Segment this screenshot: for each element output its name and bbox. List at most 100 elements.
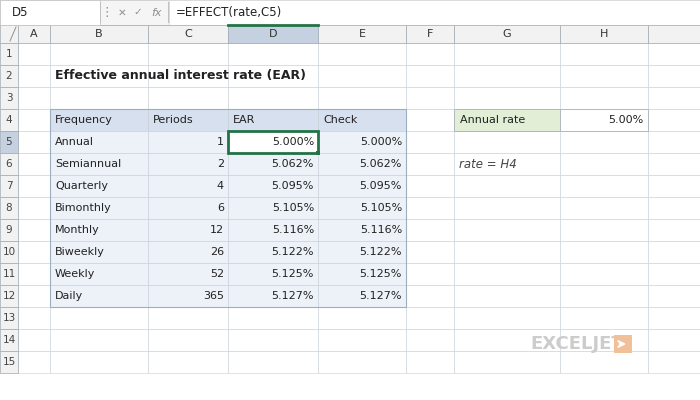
Bar [560,307,648,329]
Bar [18,87,50,109]
Bar [228,219,318,241]
Text: 5.062%: 5.062% [360,159,402,169]
Text: ✓: ✓ [134,8,142,18]
Text: 5.000%: 5.000% [272,137,314,147]
Text: F: F [427,29,433,39]
Bar [148,329,228,351]
Text: 14: 14 [2,335,15,345]
Bar [50,219,148,241]
Bar [228,351,318,373]
Bar [318,197,406,219]
Text: 5.122%: 5.122% [360,247,402,257]
Bar [148,307,228,329]
Bar [228,263,318,285]
Text: 10: 10 [2,247,15,257]
Bar [228,307,318,329]
Bar [0,351,18,373]
Bar [318,25,406,43]
Bar [560,241,648,263]
Bar [406,285,454,307]
Text: rate = H4: rate = H4 [459,158,517,170]
Bar [318,307,406,329]
Text: Annual rate: Annual rate [460,115,525,125]
Bar [18,153,50,175]
Bar [50,25,148,43]
Bar [228,65,318,87]
Bar [18,65,50,87]
Text: 2: 2 [217,159,224,169]
Bar [406,307,454,329]
Bar [406,241,454,263]
Bar [18,25,50,43]
Bar [560,87,648,109]
Bar [148,87,228,109]
Bar [318,263,406,285]
Bar [0,285,18,307]
Text: 5.116%: 5.116% [272,225,314,235]
Bar [406,131,454,153]
Bar [0,329,18,351]
Bar [318,109,406,131]
Bar [148,65,228,87]
Bar [648,131,700,153]
Bar [50,307,148,329]
Bar [560,43,648,65]
Bar [50,197,148,219]
Bar [406,25,454,43]
Text: 5.125%: 5.125% [272,269,314,279]
Bar [648,241,700,263]
Bar [318,131,406,153]
Text: 4: 4 [6,115,13,125]
Bar [318,175,406,197]
Bar [148,197,228,219]
Bar [228,131,318,153]
Bar [228,131,318,153]
Bar [0,0,100,25]
Bar [454,351,560,373]
Bar [50,351,148,373]
Bar [50,109,148,131]
Bar [50,43,148,65]
Bar [648,285,700,307]
Bar [406,65,454,87]
Text: Daily: Daily [55,291,83,301]
Text: 5.00%: 5.00% [608,115,643,125]
Bar [50,131,148,153]
Bar [648,153,700,175]
Text: Monthly: Monthly [55,225,99,235]
Bar [648,197,700,219]
Bar [454,109,560,131]
Bar [18,351,50,373]
Bar [318,131,406,153]
Bar [148,109,228,131]
Bar [454,43,560,65]
Text: 13: 13 [2,313,15,323]
Bar [454,65,560,87]
Bar [560,109,648,131]
Bar [454,219,560,241]
Bar [228,87,318,109]
Bar [454,175,560,197]
Text: fx: fx [150,8,161,18]
Bar [0,219,18,241]
Text: ✕: ✕ [118,8,127,18]
Text: 8: 8 [6,203,13,213]
Text: Frequency: Frequency [55,115,113,125]
Bar [454,241,560,263]
Bar [169,0,700,25]
Bar [228,285,318,307]
Bar [50,153,148,175]
Bar [148,241,228,263]
Text: 12: 12 [2,291,15,301]
Bar [18,285,50,307]
Text: 6: 6 [6,159,13,169]
Bar [148,241,228,263]
Bar [0,131,18,153]
Text: Effective annual interest rate (EAR): Effective annual interest rate (EAR) [55,70,306,82]
Bar [648,87,700,109]
Bar [228,131,318,153]
Bar [148,263,228,285]
Bar [50,131,148,153]
Bar [148,219,228,241]
Text: 3: 3 [6,93,13,103]
